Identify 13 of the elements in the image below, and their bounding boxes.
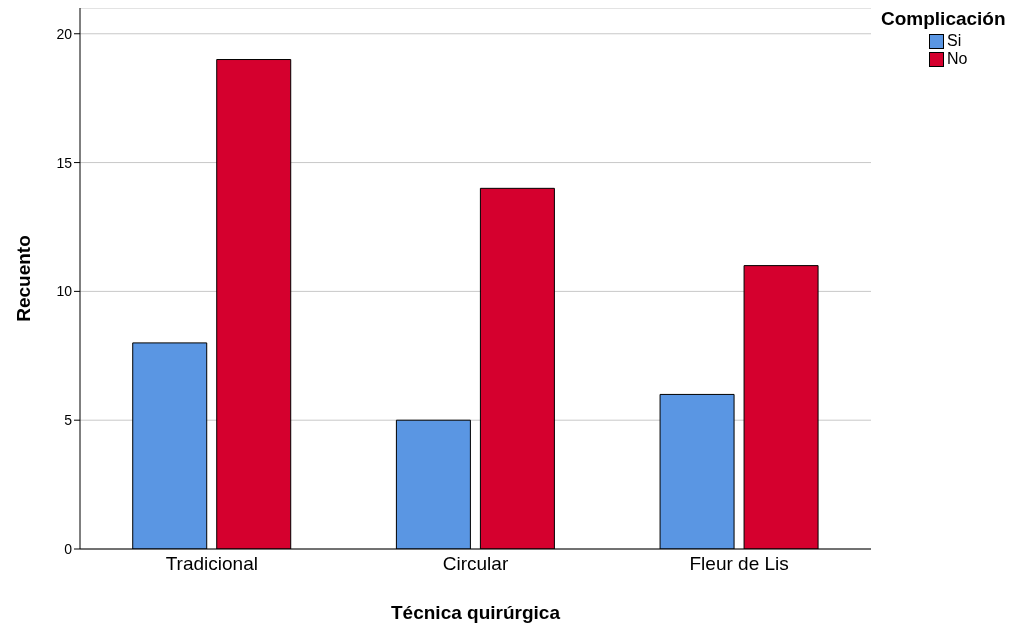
y-tick-label: 15 [56, 154, 73, 171]
legend-label: No [946, 50, 969, 68]
legend-title: Complicación [881, 8, 1007, 30]
y-axis-title: Recuento [12, 235, 34, 322]
x-tick-label: Fleur de Lis [689, 553, 789, 575]
y-tick-label: 5 [64, 412, 73, 429]
x-tick-label: Circular [442, 553, 509, 575]
y-tick-label: 0 [64, 540, 73, 557]
x-axis-title: Técnica quirúrgica [391, 602, 561, 623]
x-tick-label: Tradicional [165, 553, 258, 575]
y-tick-label: 10 [56, 283, 73, 300]
y-tick-label: 20 [56, 25, 73, 42]
legend-label: Si [946, 32, 963, 50]
